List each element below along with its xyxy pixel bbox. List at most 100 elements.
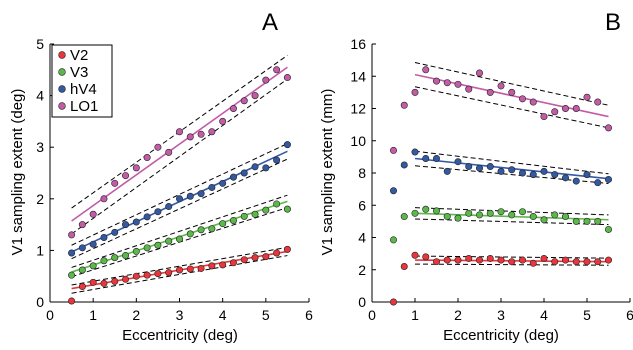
panel-a-x-tick-label: 1 [89, 307, 97, 323]
panel-b-v3-point [422, 205, 430, 213]
panel-b-hv4-point [594, 179, 602, 187]
panel-b-v2-ci-upper [414, 255, 609, 259]
panel-b-v3-point [594, 217, 602, 225]
panel-a-lo1-ci-lower [71, 78, 288, 235]
panel-b-y-tick-label: 12 [350, 101, 366, 117]
panel-b-lo1-point [475, 69, 483, 77]
panel-a-v2-point [89, 278, 97, 286]
panel-a-lo1-point [143, 154, 151, 162]
panel-b-y-tick-label: 8 [358, 165, 366, 181]
panel-a-lo1-point [273, 66, 281, 74]
panel-a-lo1-point [89, 210, 97, 218]
panel-b-hv4-point [540, 167, 548, 175]
panel-b-v2-point [572, 258, 580, 266]
panel-a-v2-point [132, 272, 140, 280]
panel-b-hv4-point [486, 163, 494, 171]
panel-a-x-tick-label: 4 [219, 307, 227, 323]
panel-b-v3-point [465, 209, 473, 217]
panel-b-hv4-point [465, 163, 473, 171]
panel-a-lo1-point [208, 128, 216, 136]
panel-a-hv4-point [251, 163, 259, 171]
panel-a-v2-point [100, 279, 108, 287]
panel-a-x-tick-label: 6 [305, 307, 313, 323]
panel-b-y-tick-label: 6 [358, 197, 366, 213]
legend-label-v3: V3 [70, 64, 88, 81]
panel-b-lo1-point [411, 88, 419, 96]
panel-b-hv4-point [422, 154, 430, 162]
panel-a-hv4-point [78, 244, 86, 252]
panel-a-lo1-point [283, 74, 291, 82]
panel-b-v3-point [475, 211, 483, 219]
panel-b-y-tick-label: 16 [350, 36, 366, 52]
panel-a-lo1-point [68, 231, 76, 239]
panel-b-hv4-point [572, 177, 580, 185]
panel-b-y-tick-label: 0 [358, 294, 366, 310]
panel-letter-b: B [605, 9, 621, 36]
panel-a-x-tick-label: 3 [176, 307, 184, 323]
panel-a-hv4-ci-upper [71, 143, 288, 246]
panel-b-v2-point [486, 254, 494, 262]
panel-a-hv4-point [283, 141, 291, 149]
panel-b-lo1-point [572, 105, 580, 113]
panel-b-v3-point [508, 211, 516, 219]
panel-b-lo1-point [518, 95, 526, 103]
panel-b-v3-point [583, 217, 591, 225]
panel-a-v2-point [251, 254, 259, 262]
panel-b-v3-point [432, 207, 440, 215]
panel-b-lo1-point [443, 79, 451, 87]
panel-a-v2-point [208, 262, 216, 270]
panel-b-lo1-point [540, 113, 548, 121]
panel-a-lo1-point [132, 164, 140, 172]
panel-b-v3-point [454, 214, 462, 222]
panel-b-lo1-point [497, 82, 505, 90]
panel-b-lo1-point [422, 66, 430, 74]
panel-b-v3-point [529, 213, 537, 221]
panel-b-lo1-point [508, 88, 516, 96]
panel-a-v2-point [240, 256, 248, 264]
panel-a-lo1-point [100, 195, 108, 203]
panel-a-hv4-point [165, 203, 173, 211]
panel-a-v2-point [122, 275, 130, 283]
panel-a-v3-point [176, 235, 184, 243]
panel-a-hv4-point [68, 249, 76, 257]
panel-a-v3-point [111, 254, 119, 262]
panel-b-x-tick-label: 0 [368, 307, 376, 323]
legend-label-v2: V2 [70, 47, 88, 64]
panel-b-hv4-point [551, 171, 559, 179]
panel-a-lo1-point [186, 133, 194, 141]
panel-a-v3-point [273, 200, 281, 208]
panel-a-y-tick-label: 1 [36, 242, 44, 258]
panel-b-v2-point [465, 254, 473, 262]
panel-b-v3-point [400, 213, 408, 221]
panel-a-lo1-point [165, 148, 173, 156]
panel-a-hv4-point [100, 234, 108, 242]
panel-b-v2-point [475, 256, 483, 264]
panel-a-v2-point [68, 297, 76, 305]
panel-b-v3-ci-upper [414, 207, 609, 216]
panel-a-v2-point [262, 253, 270, 261]
legend-marker-hv4 [58, 85, 66, 93]
panel-b-y-tick-label: 2 [358, 262, 366, 278]
panel-b-y-tick-label: 4 [358, 230, 366, 246]
panel-a-lo1-point [240, 97, 248, 105]
panel-b-v2-point [443, 256, 451, 264]
panel-b-hv4-point [432, 154, 440, 162]
panel-a-v2-point [219, 261, 227, 269]
panel-a-hv4-ci-lower [71, 158, 288, 260]
panel-b-v2-point [529, 259, 537, 267]
panel-a-hv4-point [262, 164, 270, 172]
panel-b-hv4-point [454, 158, 462, 166]
panel-b-x-tick-label: 4 [540, 307, 548, 323]
panel-a-v2-point [283, 245, 291, 253]
panel-a-v3-point [283, 205, 291, 213]
panel-a-lo1-point [111, 179, 119, 187]
panel-b-lo1-point [561, 105, 569, 113]
panel-a-v2-point [143, 271, 151, 279]
panel-a-v2-point [78, 283, 86, 291]
panel-a-y-tick-label: 5 [36, 36, 44, 52]
panel-a-v2-point [197, 264, 205, 272]
panel-b-v2-point [540, 254, 548, 262]
